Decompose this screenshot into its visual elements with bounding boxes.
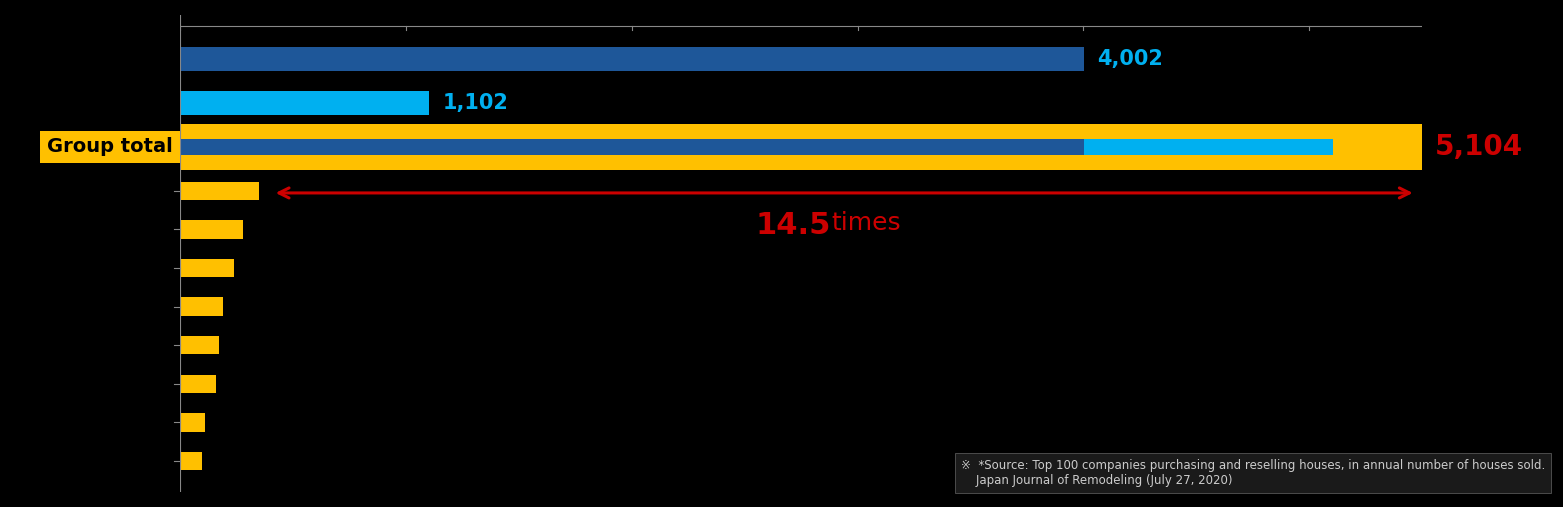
Text: 1,102: 1,102 [442,93,508,113]
Text: 4,002: 4,002 [1097,49,1163,69]
Bar [180,413,205,431]
Bar [180,375,216,393]
Bar [180,182,259,200]
Bar [180,91,428,115]
Text: times: times [832,211,902,235]
Bar [180,124,1422,170]
Bar [180,452,202,470]
Bar [180,259,234,277]
Bar [180,336,219,354]
Bar [180,47,1083,71]
Text: 14.5: 14.5 [755,211,830,240]
Bar [180,138,1083,155]
Bar [1083,138,1333,155]
Text: Group total: Group total [47,137,173,156]
Text: ※  *Source: Top 100 companies purchasing and reselling houses, in annual number : ※ *Source: Top 100 companies purchasing … [961,459,1546,487]
Text: 5,104: 5,104 [1435,133,1522,161]
Bar [180,220,242,239]
Bar [180,298,222,316]
